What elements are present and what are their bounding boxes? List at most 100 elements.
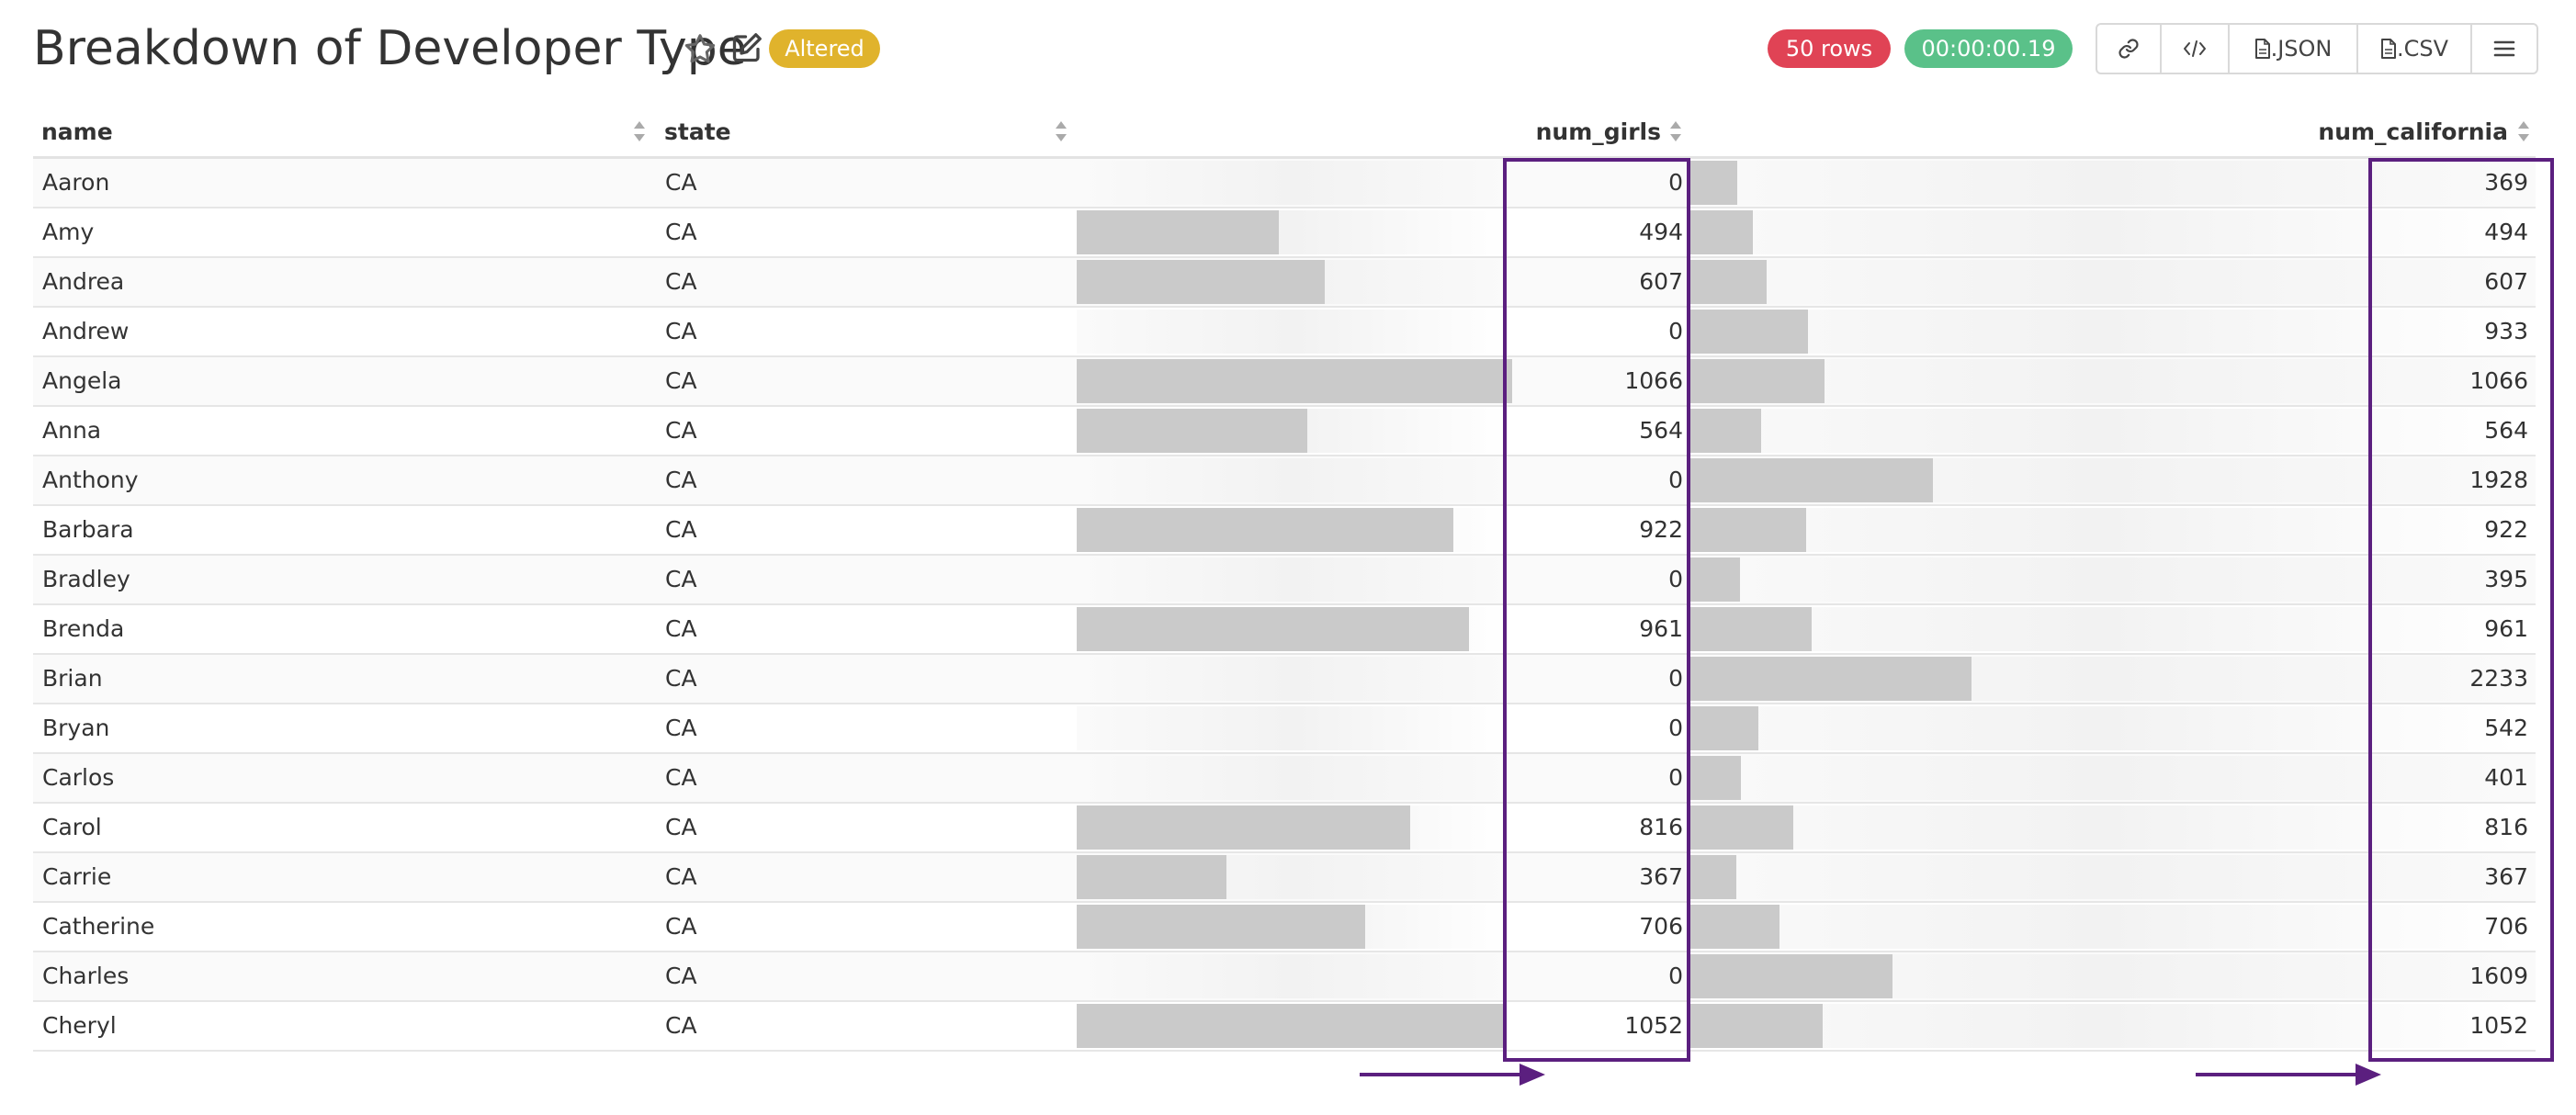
- cell-num-california: 607: [2484, 268, 2528, 295]
- star-icon[interactable]: [682, 31, 718, 68]
- num-california-bar: [1690, 508, 1806, 552]
- cell-num-california: 706: [2484, 913, 2528, 940]
- num-california-bar: [1690, 756, 1741, 800]
- export-json-button[interactable]: .JSON: [2230, 25, 2358, 73]
- cell-state: CA: [665, 417, 697, 444]
- sort-icon[interactable]: [633, 119, 646, 143]
- num-california-bar: [1690, 558, 1740, 602]
- cell-num-girls: 367: [1639, 863, 1683, 890]
- num-girls-bar-track: [1077, 706, 1512, 750]
- view-query-button[interactable]: [2162, 25, 2230, 73]
- num-girls-bar: [1077, 409, 1307, 453]
- num-california-bar-track: [1690, 310, 2517, 354]
- cell-name: Catherine: [42, 913, 155, 940]
- cell-num-california: 1066: [2469, 367, 2528, 394]
- toolbar: .JSON .CSV: [2096, 23, 2538, 74]
- num-california-bar: [1690, 805, 1793, 850]
- num-california-bar: [1690, 409, 1761, 453]
- cell-num-girls: 961: [1639, 615, 1683, 642]
- num-girls-bar: [1077, 260, 1325, 304]
- altered-badge: Altered: [769, 29, 880, 68]
- column-header-num-girls[interactable]: num_girls: [1535, 118, 1661, 145]
- num-california-bar-track: [1690, 508, 2517, 552]
- code-icon: [2184, 40, 2206, 57]
- cell-state: CA: [665, 318, 697, 344]
- row-count-badge: 50 rows: [1768, 29, 1891, 68]
- cell-num-girls: 0: [1668, 467, 1683, 493]
- copy-link-button[interactable]: [2097, 25, 2162, 73]
- cell-state: CA: [665, 665, 697, 692]
- cell-state: CA: [665, 1012, 697, 1039]
- cell-num-california: 816: [2484, 814, 2528, 840]
- cell-state: CA: [665, 814, 697, 840]
- num-california-bar-track: [1690, 1004, 2517, 1048]
- sort-icon[interactable]: [1055, 119, 1068, 143]
- table-row: Charles CA 0 1609: [33, 952, 2536, 1002]
- num-california-bar: [1690, 855, 1736, 899]
- table-row: Carol CA 816 816: [33, 804, 2536, 853]
- cell-name: Aaron: [42, 169, 110, 196]
- column-header-state[interactable]: state: [664, 118, 731, 145]
- file-icon: [2380, 39, 2396, 59]
- num-girls-bar-track: [1077, 558, 1512, 602]
- column-header-name[interactable]: name: [41, 118, 113, 145]
- table-row: Brian CA 0 2233: [33, 655, 2536, 704]
- cell-num-california: 395: [2484, 566, 2528, 592]
- cell-name: Charles: [42, 963, 130, 989]
- cell-num-girls: 564: [1639, 417, 1683, 444]
- link-icon: [2118, 39, 2139, 59]
- arrow-right-icon: [1360, 1064, 1545, 1086]
- cell-num-girls: 922: [1639, 516, 1683, 543]
- cell-num-california: 367: [2484, 863, 2528, 890]
- table-row: Anna CA 564 564: [33, 407, 2536, 456]
- export-csv-button[interactable]: .CSV: [2358, 25, 2472, 73]
- cell-state: CA: [665, 219, 697, 245]
- edit-icon[interactable]: [730, 31, 763, 64]
- menu-button[interactable]: [2472, 25, 2536, 73]
- cell-state: CA: [665, 516, 697, 543]
- cell-num-california: 1609: [2469, 963, 2528, 989]
- num-girls-bar: [1077, 805, 1410, 850]
- cell-state: CA: [665, 863, 697, 890]
- sort-icon[interactable]: [1669, 119, 1682, 143]
- num-girls-bar-track: [1077, 657, 1512, 701]
- cell-name: Anna: [42, 417, 102, 444]
- column-header-num-california[interactable]: num_california: [2318, 118, 2508, 145]
- cell-num-california: 2233: [2469, 665, 2528, 692]
- cell-name: Carlos: [42, 764, 115, 791]
- cell-name: Cheryl: [42, 1012, 117, 1039]
- num-california-bar-track: [1690, 756, 2517, 800]
- cell-num-girls: 0: [1668, 566, 1683, 592]
- cell-num-girls: 0: [1668, 169, 1683, 196]
- sort-icon[interactable]: [2517, 119, 2530, 143]
- table-row: Carlos CA 0 401: [33, 754, 2536, 804]
- cell-name: Bradley: [42, 566, 130, 592]
- cell-num-california: 494: [2484, 219, 2528, 245]
- num-girls-bar-track: [1077, 756, 1512, 800]
- num-california-bar: [1690, 954, 1892, 998]
- cell-num-california: 961: [2484, 615, 2528, 642]
- cell-num-girls: 816: [1639, 814, 1683, 840]
- cell-state: CA: [665, 367, 697, 394]
- cell-name: Barbara: [42, 516, 134, 543]
- table-row: Bradley CA 0 395: [33, 556, 2536, 605]
- num-california-bar-track: [1690, 855, 2517, 899]
- num-girls-bar-track: [1077, 954, 1512, 998]
- num-california-bar: [1690, 359, 1825, 403]
- table-row: Catherine CA 706 706: [33, 903, 2536, 952]
- cell-num-girls: 1066: [1624, 367, 1683, 394]
- cell-name: Andrea: [42, 268, 125, 295]
- num-california-bar-track: [1690, 805, 2517, 850]
- num-girls-bar-track: [1077, 458, 1512, 502]
- cell-state: CA: [665, 715, 697, 741]
- cell-num-girls: 0: [1668, 715, 1683, 741]
- num-california-bar-track: [1690, 706, 2517, 750]
- file-icon: [2254, 39, 2270, 59]
- cell-name: Carol: [42, 814, 102, 840]
- table-row: Andrea CA 607 607: [33, 258, 2536, 308]
- cell-num-california: 369: [2484, 169, 2528, 196]
- table-row: Bryan CA 0 542: [33, 704, 2536, 754]
- num-girls-bar: [1077, 210, 1279, 254]
- num-girls-bar: [1077, 1004, 1507, 1048]
- cell-name: Carrie: [42, 863, 112, 890]
